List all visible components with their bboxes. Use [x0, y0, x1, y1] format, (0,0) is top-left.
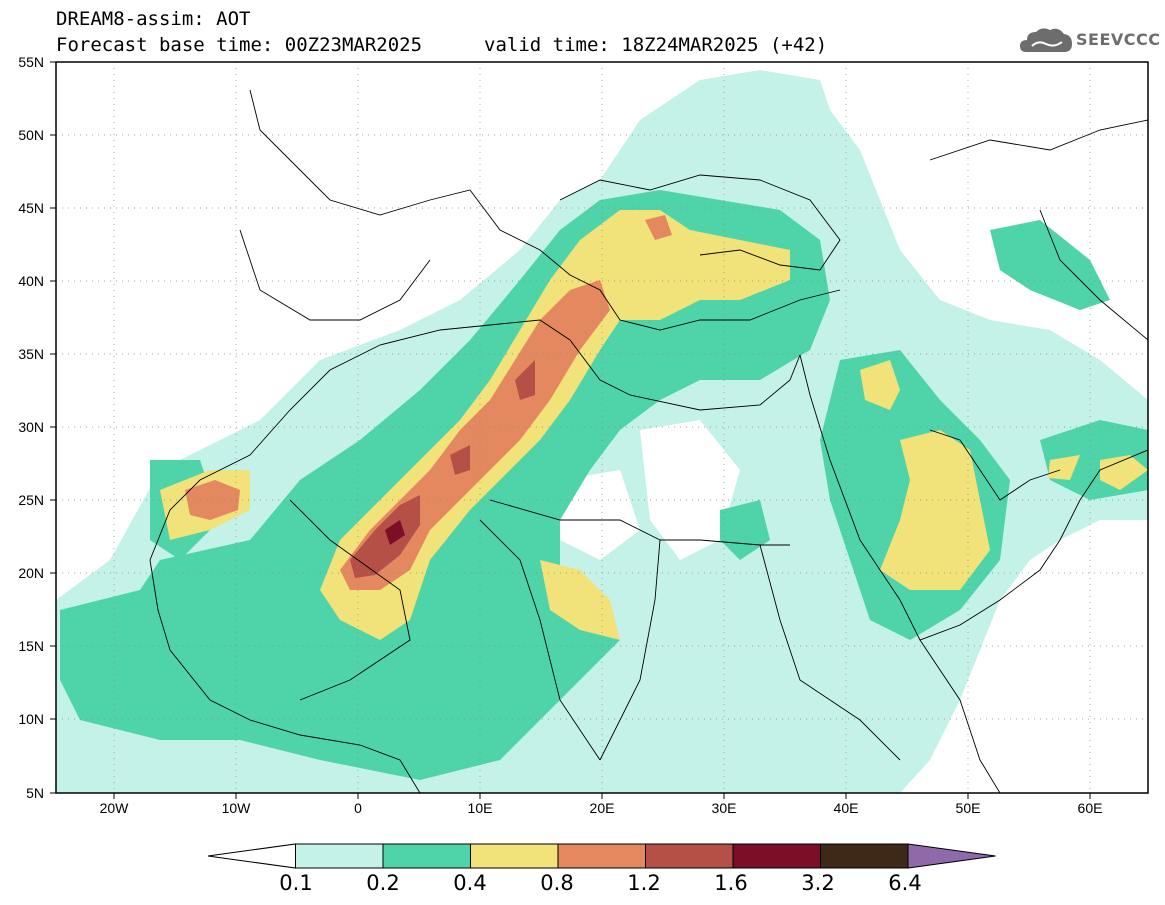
- logo-text: SEEVCCC: [1076, 30, 1161, 49]
- colorbar-arrow-left: [207, 843, 296, 869]
- lat-label: 10N: [18, 711, 44, 727]
- colorbar-label: 6.4: [888, 871, 922, 895]
- aot-field-1.6: [385, 520, 405, 545]
- colorbar-label: 3.2: [801, 871, 835, 895]
- lon-label: 30E: [711, 800, 737, 816]
- lat-label: 15N: [18, 638, 44, 654]
- colorbar-swatch: [820, 843, 909, 869]
- lat-label: 5N: [26, 785, 44, 801]
- colorbar-swatch: [470, 843, 559, 869]
- lon-label: 40E: [833, 800, 859, 816]
- colorbar-label: 0.4: [453, 871, 487, 895]
- aot-fields: [56, 70, 1148, 793]
- colorbar-label: 1.2: [627, 871, 661, 895]
- chart-title: DREAM8-assim: AOT: [56, 8, 251, 30]
- colorbar-swatch: [732, 843, 821, 869]
- lat-label: 20N: [18, 565, 44, 581]
- lon-label: 20W: [99, 800, 129, 816]
- lat-label: 40N: [18, 273, 44, 289]
- lat-label: 45N: [18, 200, 44, 216]
- seevccc-logo: SEEVCCC: [1018, 22, 1161, 58]
- colorbar-swatch: [557, 843, 646, 869]
- lon-label: 10E: [467, 800, 493, 816]
- lon-label: 60E: [1077, 800, 1103, 816]
- colorbar-swatch: [382, 843, 471, 869]
- lon-label: 20E: [589, 800, 615, 816]
- lat-label: 50N: [18, 127, 44, 143]
- axis-ticks: [50, 61, 1091, 799]
- graticule: [56, 62, 1148, 793]
- lat-label: 55N: [18, 54, 44, 70]
- colorbar: [207, 843, 996, 869]
- aot-field-1.2: [350, 495, 420, 578]
- lat-label: 35N: [18, 346, 44, 362]
- colorbar-swatch: [645, 843, 734, 869]
- colorbar-arrow-right: [907, 843, 996, 869]
- colorbar-label: 0.1: [279, 871, 313, 895]
- lat-label: 25N: [18, 492, 44, 508]
- colorbar-label: 0.8: [540, 871, 574, 895]
- cloud-icon: [1020, 28, 1072, 52]
- lon-label: 10W: [221, 800, 251, 816]
- aot-field-0.4: [320, 210, 790, 640]
- coastlines: [149, 89, 1148, 793]
- lon-label: 50E: [955, 800, 981, 816]
- lon-label: 0: [354, 800, 362, 816]
- base-time-label: Forecast base time: 00Z23MAR2025: [56, 34, 423, 56]
- colorbar-swatch: [295, 843, 384, 869]
- valid-time-label: valid time: 18Z24MAR2025 (+42): [484, 34, 828, 56]
- lat-label: 30N: [18, 419, 44, 435]
- colorbar-label: 1.6: [714, 871, 748, 895]
- colorbar-label: 0.2: [366, 871, 400, 895]
